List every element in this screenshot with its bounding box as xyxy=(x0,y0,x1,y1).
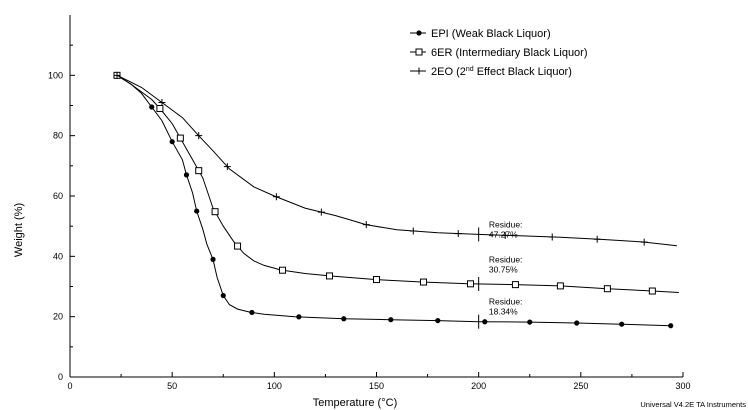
data-point xyxy=(527,319,533,325)
data-point xyxy=(619,321,625,327)
data-point xyxy=(158,98,166,106)
data-point xyxy=(640,238,648,246)
data-point xyxy=(272,193,280,201)
annotation-line: 47.27% xyxy=(489,230,518,240)
data-point xyxy=(419,278,427,286)
series-line xyxy=(116,74,677,247)
data-point xyxy=(296,314,302,320)
residue-annotation: Residue: 47.27% xyxy=(489,220,523,240)
y-tick-label: 40 xyxy=(53,251,63,261)
series-0 xyxy=(114,72,674,329)
legend-marker xyxy=(415,67,423,75)
legend-superscript: nd xyxy=(466,66,474,73)
data-point xyxy=(317,208,325,216)
series-1 xyxy=(113,71,679,295)
data-point xyxy=(210,256,216,262)
data-point xyxy=(593,235,601,243)
annotation-line: Residue: xyxy=(489,254,523,264)
legend-label: EPI (Weak Black Liquor) xyxy=(431,28,551,40)
data-point xyxy=(169,139,175,145)
data-point xyxy=(362,221,370,229)
x-axis-label: Temperature (°C) xyxy=(313,397,397,409)
y-axis-label: Weight (%) xyxy=(13,203,25,257)
annotation-line: Residue: xyxy=(489,297,523,307)
instrument-footer: Universal V4.2E TA Instruments xyxy=(640,400,746,409)
data-point xyxy=(176,134,184,142)
data-point xyxy=(373,276,380,284)
data-point xyxy=(409,227,417,235)
legend-label: 6ER (Intermediary Black Liquor) xyxy=(431,47,588,59)
series-line xyxy=(116,74,679,293)
data-point xyxy=(548,233,556,241)
residue-annotation: Residue: 18.34% xyxy=(489,297,523,317)
data-point xyxy=(435,317,441,324)
data-point xyxy=(234,242,242,250)
x-tick-label: 0 xyxy=(67,381,72,391)
axes: 0 50 100 150 200 250 300 0 20 40 60 80 100 xyxy=(48,15,691,391)
legend-text: Effect Black Liquor) xyxy=(474,66,572,78)
data-point xyxy=(156,105,164,113)
legend-marker xyxy=(415,48,423,56)
data-point xyxy=(113,71,121,79)
data-point xyxy=(341,316,347,322)
series-2 xyxy=(113,71,677,247)
x-tick-label: 50 xyxy=(167,381,177,391)
data-point xyxy=(220,292,226,299)
data-point xyxy=(454,230,462,238)
data-point xyxy=(249,309,255,316)
data-point xyxy=(194,208,200,214)
data-point xyxy=(648,287,656,295)
data-point xyxy=(482,319,488,325)
data-point xyxy=(223,163,231,171)
data-point xyxy=(326,272,334,280)
legend: EPI (Weak Black Liquor) 6ER (Intermediary… xyxy=(410,28,588,78)
annotation-layer: Residue: 47.27%Residue: 30.75%Residue: 18.3… xyxy=(489,220,523,317)
annotation-line: 18.34% xyxy=(489,307,518,317)
x-tick-label: 100 xyxy=(267,381,282,391)
data-point xyxy=(211,208,219,216)
y-tick-label: 60 xyxy=(53,191,63,201)
annotation-line: 30.75% xyxy=(489,264,518,274)
data-point xyxy=(279,266,287,274)
data-point xyxy=(195,132,203,140)
y-tick-label: 20 xyxy=(53,312,63,322)
x-tick-label: 250 xyxy=(573,381,588,391)
data-point xyxy=(511,281,519,289)
data-point xyxy=(195,167,203,175)
data-point xyxy=(149,104,155,110)
data-point xyxy=(466,280,474,288)
series-line xyxy=(116,74,671,327)
legend-marker xyxy=(416,30,422,36)
legend-label: 2EO (2nd Effect Black Liquor) xyxy=(431,66,572,78)
data-point xyxy=(388,317,394,323)
data-point xyxy=(574,320,580,326)
y-tick-label: 0 xyxy=(58,372,63,382)
y-tick-label: 100 xyxy=(48,70,63,80)
data-point xyxy=(556,282,564,290)
x-tick-label: 300 xyxy=(675,381,690,391)
data-point xyxy=(668,323,674,329)
data-point xyxy=(603,285,611,293)
residue-annotation: Residue: 30.75% xyxy=(489,254,523,274)
legend-text: 2EO (2 xyxy=(431,66,466,78)
annotation-line: Residue: xyxy=(489,220,523,230)
x-tick-label: 150 xyxy=(369,381,384,391)
data-point xyxy=(183,172,190,178)
data-point xyxy=(501,231,509,239)
y-tick-label: 80 xyxy=(53,131,63,141)
x-tick-label: 200 xyxy=(471,381,486,391)
series-layer xyxy=(113,71,679,329)
